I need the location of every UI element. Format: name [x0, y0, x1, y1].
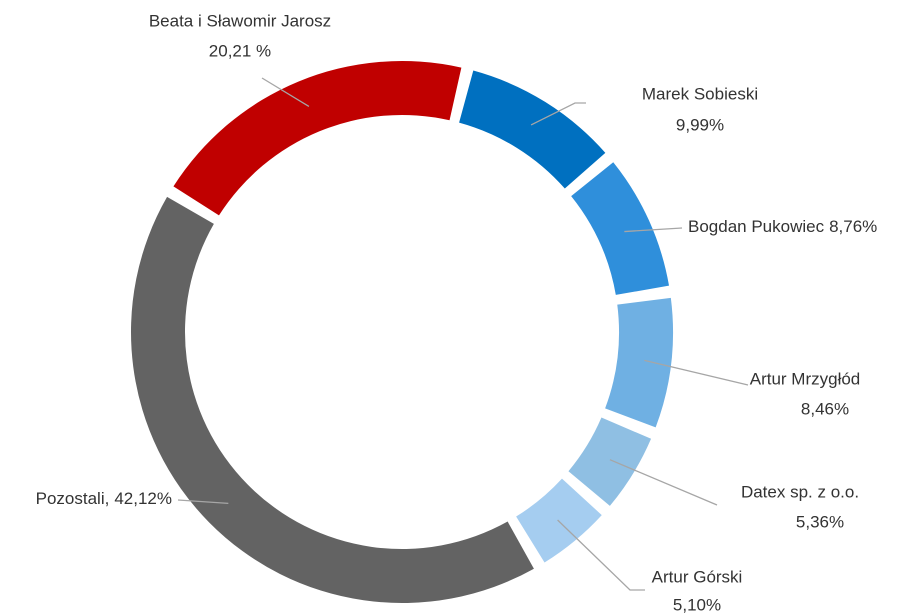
leader-line	[177, 499, 229, 505]
slice-name: Pozostali,	[36, 489, 110, 508]
slice-value: 42,12%	[114, 489, 172, 508]
slice-value: 5,10%	[673, 595, 721, 614]
slice-label: Bogdan Pukowiec 8,76%	[688, 217, 877, 236]
leader-line	[530, 102, 586, 126]
slice-name: Datex sp. z o.o.	[741, 482, 859, 501]
slice-name: Artur Górski	[652, 567, 743, 586]
donut-segment	[568, 417, 652, 506]
slice-value: 5,36%	[796, 512, 844, 531]
slice-label: Pozostali, 42,12%	[36, 489, 172, 508]
slice-value: 9,99%	[676, 115, 724, 134]
leader-line	[557, 519, 645, 591]
donut-segment	[459, 70, 606, 189]
leader-line	[644, 359, 749, 386]
leader-line	[609, 459, 718, 506]
donut-segment	[605, 297, 673, 428]
slice-value: 20,21 %	[209, 41, 271, 60]
slice-name: Artur Mrzygłód	[750, 369, 861, 388]
slice-value: 8,46%	[801, 399, 849, 418]
slice-value: 8,76%	[829, 217, 877, 236]
donut-segment	[130, 196, 534, 603]
donut-segment	[173, 61, 462, 216]
donut-segment	[571, 162, 670, 295]
slice-name: Marek Sobieski	[642, 84, 758, 103]
slice-name: Beata i Sławomir Jarosz	[149, 11, 331, 30]
leader-line	[624, 227, 683, 233]
leader-line	[261, 77, 310, 108]
slice-name: Bogdan Pukowiec	[688, 217, 825, 236]
